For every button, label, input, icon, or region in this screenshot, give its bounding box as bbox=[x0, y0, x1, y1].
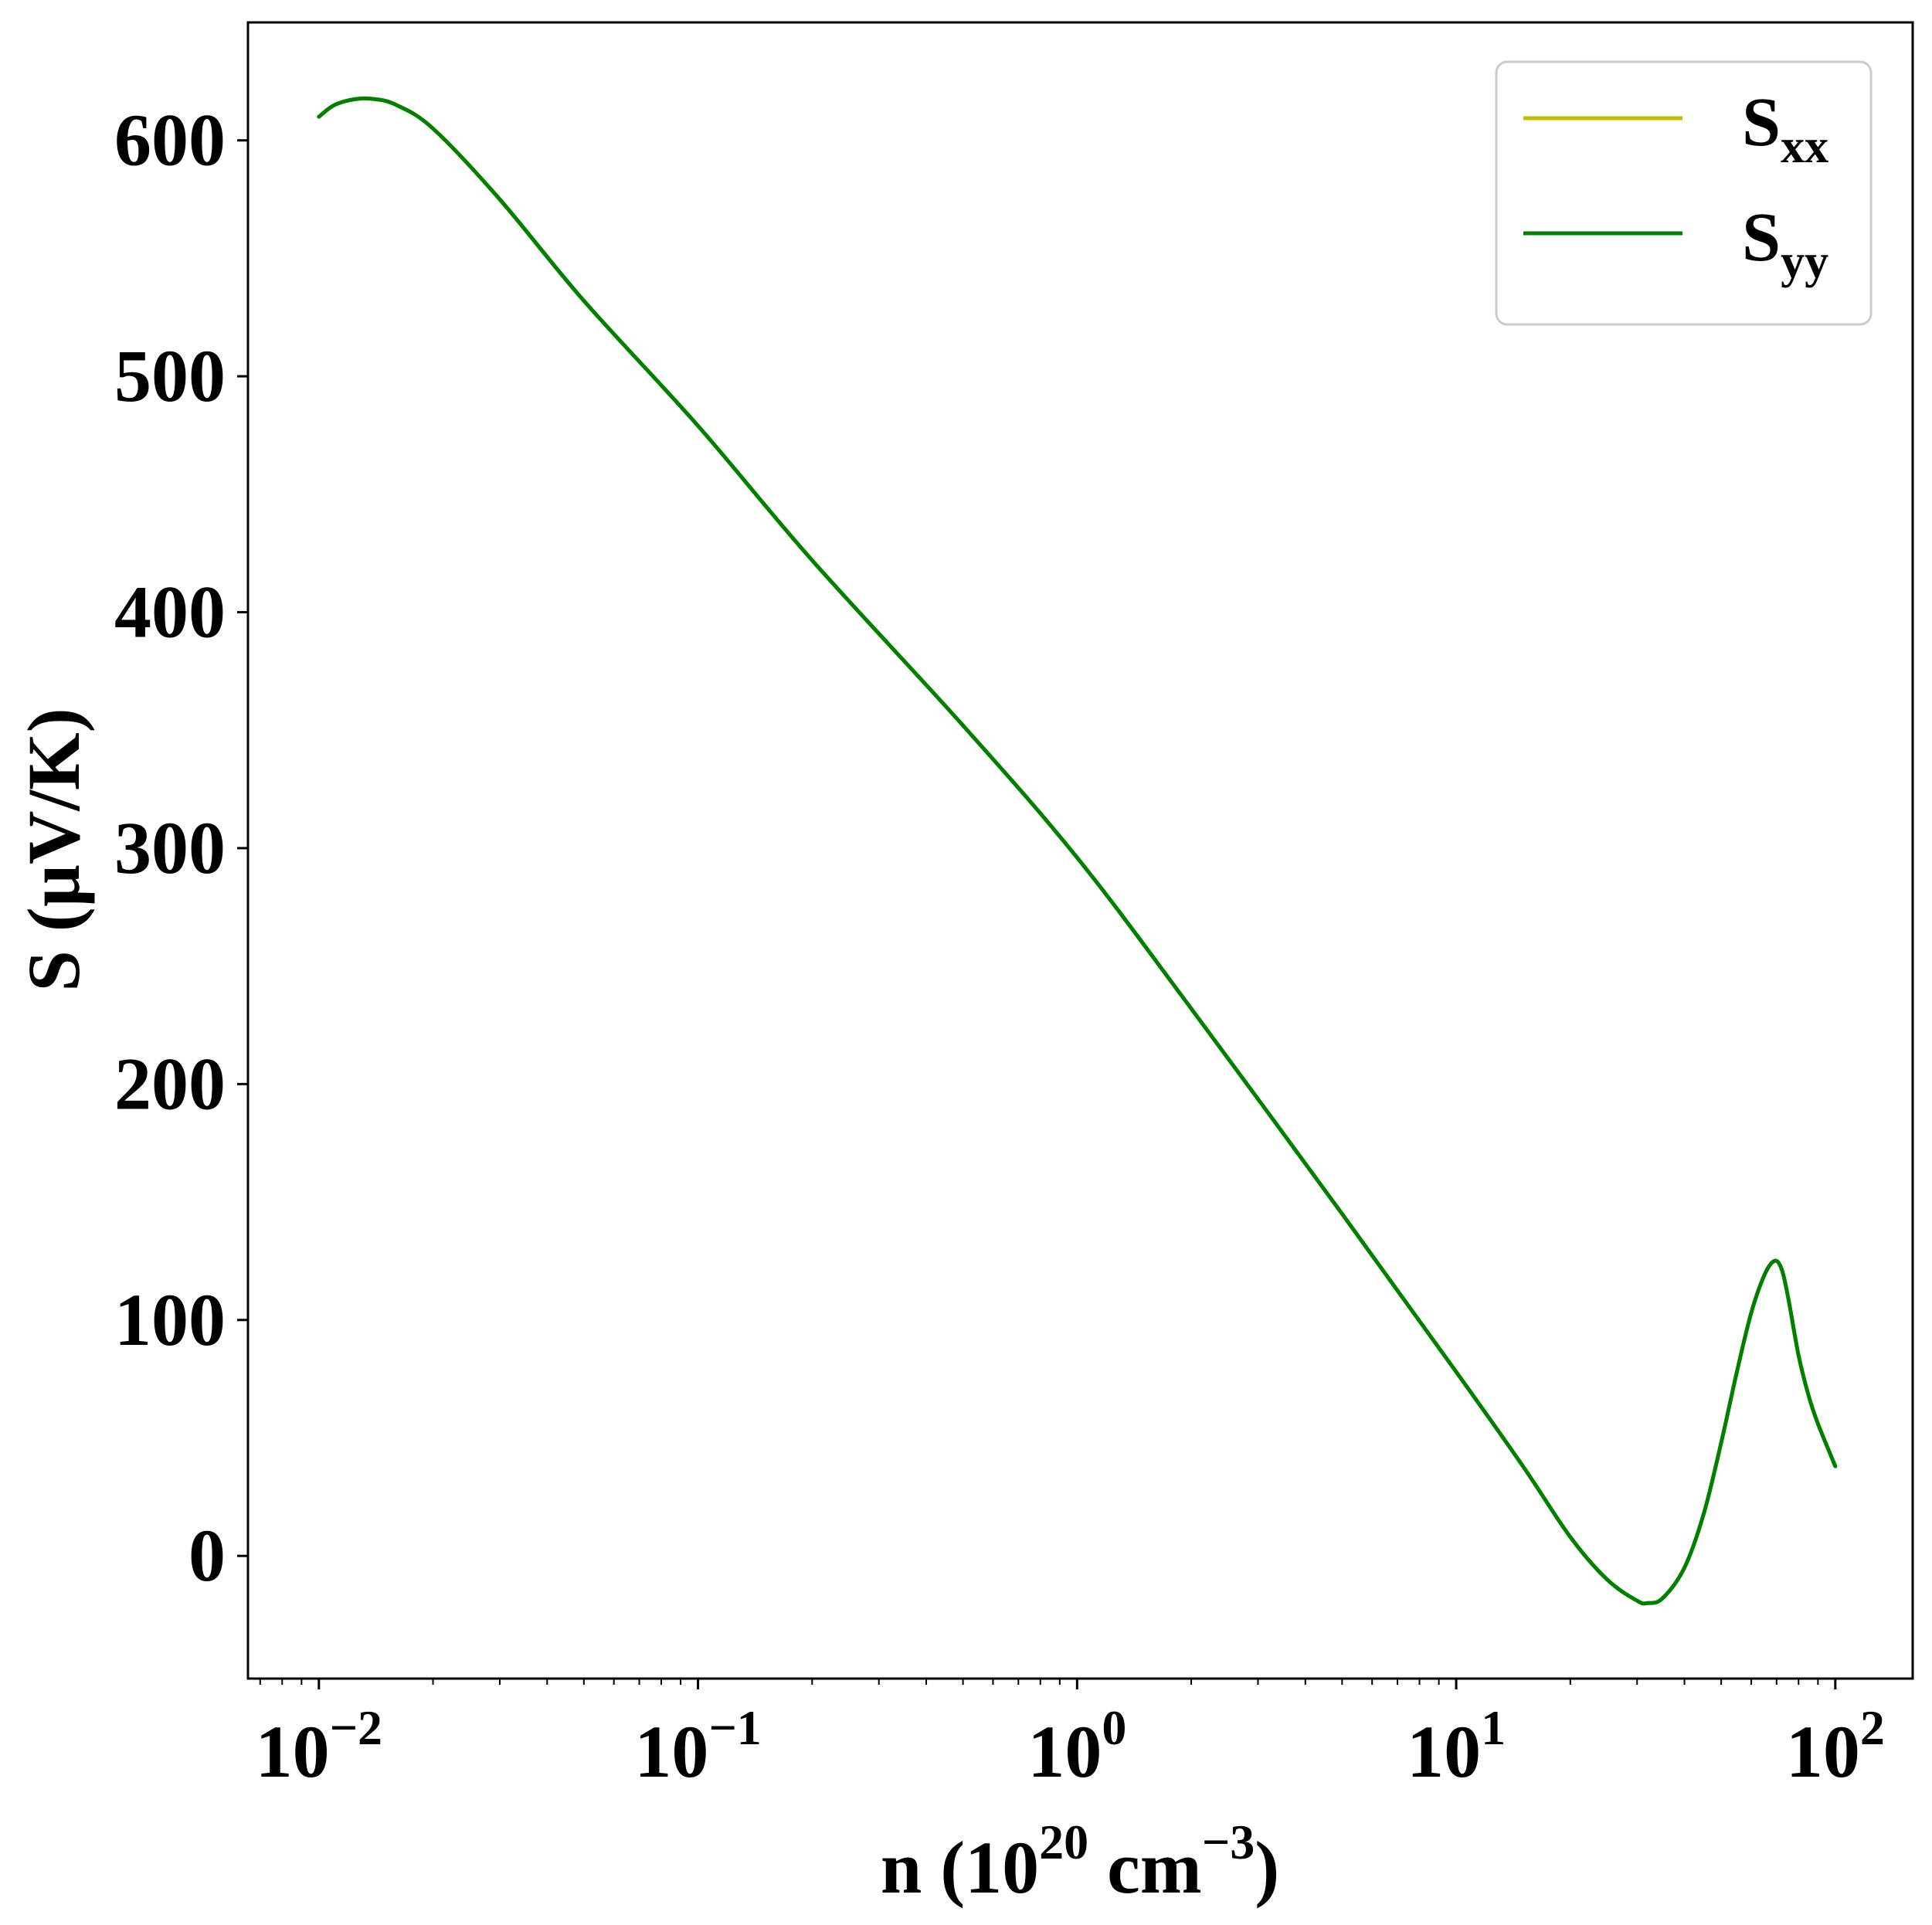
y-tick-label-1: 100 bbox=[114, 1278, 226, 1361]
x-tick-label-base-2: 10 bbox=[1027, 1710, 1102, 1793]
legend: Sxx Syy bbox=[1495, 60, 1873, 326]
x-axis-title-sup2: −3 bbox=[1202, 1815, 1255, 1869]
x-axis-title: n (1020 cm−3) bbox=[881, 1815, 1279, 1909]
y-tick-label-2: 200 bbox=[114, 1042, 226, 1125]
x-tick-label-exp-0: −2 bbox=[330, 1700, 382, 1755]
y-tick-label-4: 400 bbox=[114, 571, 226, 654]
legend-label-syy-sub: yy bbox=[1781, 236, 1828, 288]
y-tick-label-3: 300 bbox=[114, 806, 226, 889]
x-tick-label-exp-4: 2 bbox=[1860, 1700, 1885, 1755]
legend-label-sxx-main: S bbox=[1742, 84, 1781, 161]
x-tick-label-base-0: 10 bbox=[256, 1710, 330, 1793]
legend-label-syy: Syy bbox=[1742, 199, 1828, 288]
x-tick-label-base-3: 10 bbox=[1407, 1710, 1481, 1793]
x-tick-label-0: 10−2 bbox=[256, 1700, 382, 1793]
x-tick-label-2: 100 bbox=[1027, 1700, 1126, 1793]
x-tick-label-3: 101 bbox=[1407, 1700, 1506, 1793]
x-axis-title-part3: ) bbox=[1255, 1826, 1279, 1909]
legend-box bbox=[1495, 60, 1873, 326]
x-axis-title-part1: n (10 bbox=[881, 1826, 1039, 1909]
x-axis-title-part2: cm bbox=[1088, 1826, 1202, 1909]
x-tick-label-exp-3: 1 bbox=[1481, 1700, 1506, 1755]
x-axis-title-sup1: 20 bbox=[1039, 1815, 1088, 1869]
x-tick-label-4: 102 bbox=[1786, 1700, 1885, 1793]
legend-label-syy-main: S bbox=[1742, 199, 1781, 276]
y-tick-label-6: 600 bbox=[114, 99, 226, 182]
plot-frame bbox=[246, 21, 1914, 1680]
x-tick-label-1: 10−1 bbox=[634, 1700, 761, 1793]
series-layer bbox=[317, 96, 1838, 1606]
x-tick-label-base-4: 10 bbox=[1786, 1710, 1860, 1793]
y-axis-title: S (µV/K) bbox=[12, 708, 95, 991]
legend-label-sxx-sub: xx bbox=[1781, 121, 1828, 173]
x-tick-label-exp-1: −1 bbox=[708, 1700, 761, 1755]
y-tick-label-0: 0 bbox=[188, 1514, 226, 1597]
y-tick-label-5: 500 bbox=[114, 334, 226, 417]
x-tick-label-exp-2: 0 bbox=[1102, 1700, 1126, 1755]
x-axis-ticks: 10−2 10−1 100 101 102 bbox=[256, 1679, 1885, 1793]
x-tick-label-base-1: 10 bbox=[634, 1710, 708, 1793]
legend-label-sxx: Sxx bbox=[1742, 84, 1828, 173]
series-line-syy bbox=[317, 96, 1838, 1606]
y-axis-ticks: 0 100 200 300 400 500 600 bbox=[114, 99, 248, 1597]
